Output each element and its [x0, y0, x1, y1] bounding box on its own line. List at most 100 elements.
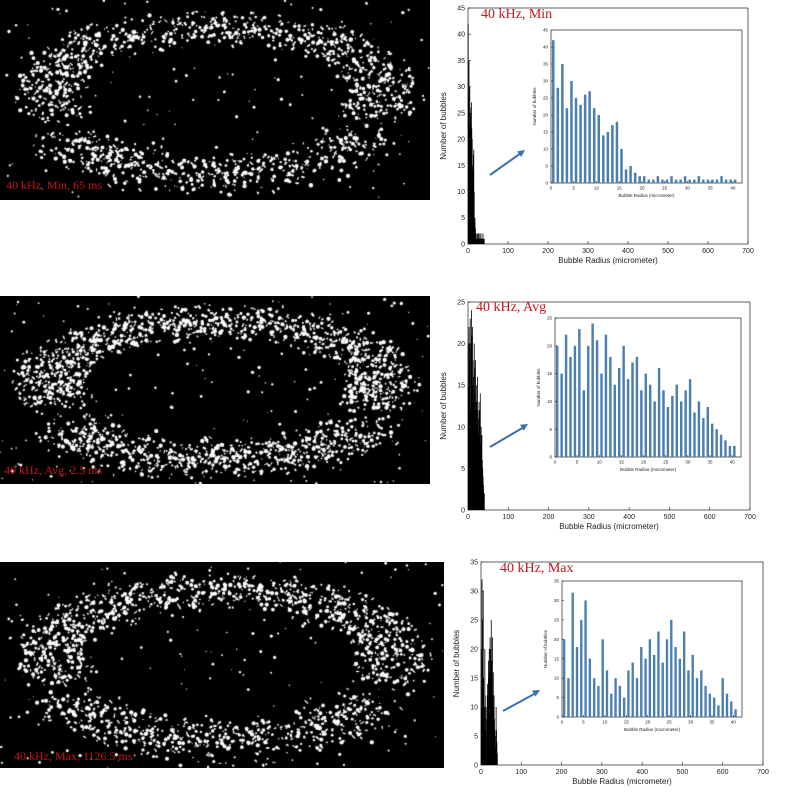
- inset-bar: [670, 619, 673, 717]
- bar: [483, 707, 485, 765]
- bar: [470, 410, 472, 510]
- inset-bar: [729, 179, 732, 183]
- bar: [472, 326, 474, 510]
- inset-bar: [733, 179, 737, 183]
- inset-bar: [564, 334, 568, 457]
- image-caption: 40 kHz, Min, 65 ms: [6, 178, 102, 192]
- bar: [492, 637, 493, 765]
- bar: [496, 753, 498, 765]
- inset-y-tick-label: 5: [549, 427, 552, 432]
- inset-x-tick-label: 40: [731, 720, 737, 725]
- inset-bar: [552, 40, 555, 184]
- bar: [487, 707, 489, 765]
- x-tick-label: 500: [677, 769, 689, 776]
- bar: [493, 695, 495, 765]
- inset-x-tick-label: 35: [707, 460, 713, 465]
- bar: [475, 385, 477, 510]
- x-tick-label: 600: [702, 248, 714, 255]
- inset-y-axis-label: Number of bubbles: [543, 629, 548, 668]
- arrow-head: [517, 150, 525, 158]
- inset-bar: [602, 135, 605, 183]
- inset-plot-frame: [550, 29, 743, 184]
- inset-x-axis-label: Bubble Radius (micrometer): [624, 727, 681, 732]
- inset-bar: [692, 179, 696, 183]
- inset-bar: [627, 670, 630, 717]
- inset-bar: [597, 115, 601, 183]
- inset-bar: [642, 176, 646, 183]
- inset-bar: [702, 179, 705, 183]
- y-axis-label: Number of bubbles: [439, 372, 448, 440]
- y-tick-label: 20: [457, 137, 465, 144]
- y-tick-label: 45: [457, 5, 465, 12]
- bar: [479, 393, 481, 510]
- inset-bar: [670, 176, 673, 183]
- x-tick-label: 200: [543, 514, 555, 521]
- bubble-image-min: 40 kHz, Min, 65 ms: [0, 0, 430, 200]
- y-tick-label: 15: [457, 163, 465, 170]
- bar: [490, 683, 491, 765]
- bar: [477, 410, 479, 510]
- inset-x-tick-label: 15: [619, 460, 625, 465]
- inset-bar: [562, 639, 566, 717]
- bar: [492, 672, 494, 765]
- bar: [475, 233, 477, 244]
- inset-bar: [684, 390, 687, 457]
- inset-bar: [569, 356, 572, 457]
- y-tick-label: 35: [457, 58, 465, 65]
- bar: [483, 493, 485, 510]
- inset-bar: [683, 176, 687, 183]
- bar: [494, 718, 495, 765]
- inset-bar: [580, 619, 583, 717]
- y-tick-label: 10: [457, 189, 465, 196]
- inset-bar: [647, 179, 651, 183]
- bar: [477, 435, 479, 510]
- inset-bar: [695, 678, 699, 717]
- bar: [475, 360, 476, 510]
- inset-x-tick-label: 25: [667, 720, 673, 725]
- inset-bar: [719, 434, 723, 457]
- bar: [478, 418, 480, 510]
- inset-bar: [638, 176, 641, 183]
- x-tick-label: 100: [502, 248, 514, 255]
- inset-x-tick-label: 5: [572, 186, 575, 191]
- inset-bar: [574, 98, 578, 183]
- bar: [482, 476, 484, 510]
- inset-bar: [622, 345, 625, 457]
- bar: [489, 672, 491, 765]
- inset-bar: [588, 658, 592, 717]
- bar: [491, 678, 493, 765]
- y-tick-label: 10: [470, 704, 478, 711]
- inset-y-tick-label: 35: [543, 62, 549, 67]
- arrow-line: [489, 152, 522, 176]
- y-tick-label: 30: [470, 588, 478, 595]
- chart-title: 40 kHz, Max: [500, 561, 574, 576]
- y-tick-label: 10: [457, 424, 465, 431]
- inset-bar: [679, 179, 682, 183]
- inset-bar: [724, 440, 727, 457]
- x-tick-label: 300: [583, 514, 595, 521]
- inset-bar: [561, 64, 564, 183]
- bar: [482, 468, 484, 510]
- bar: [494, 736, 496, 765]
- inset-bar: [614, 678, 617, 717]
- inset-bar: [601, 639, 604, 717]
- inset-bar: [717, 705, 720, 717]
- inset-bar: [640, 390, 643, 457]
- bar: [487, 683, 489, 765]
- bar: [483, 493, 485, 510]
- inset-bar: [565, 108, 569, 183]
- y-tick-label: 20: [457, 341, 465, 348]
- y-tick-label: 40: [457, 32, 465, 39]
- inset-bar: [631, 362, 634, 457]
- bar: [471, 335, 473, 510]
- inset-y-tick-label: 15: [543, 130, 549, 135]
- x-tick-label: 200: [542, 248, 554, 255]
- x-axis-label: Bubble Radius (micrometer): [572, 777, 672, 786]
- inset-bar: [597, 685, 600, 717]
- bar: [474, 393, 476, 510]
- bar: [490, 620, 492, 765]
- inset-bar: [560, 373, 563, 457]
- bar: [476, 401, 478, 510]
- inset-bar: [728, 445, 732, 457]
- bar: [494, 730, 496, 765]
